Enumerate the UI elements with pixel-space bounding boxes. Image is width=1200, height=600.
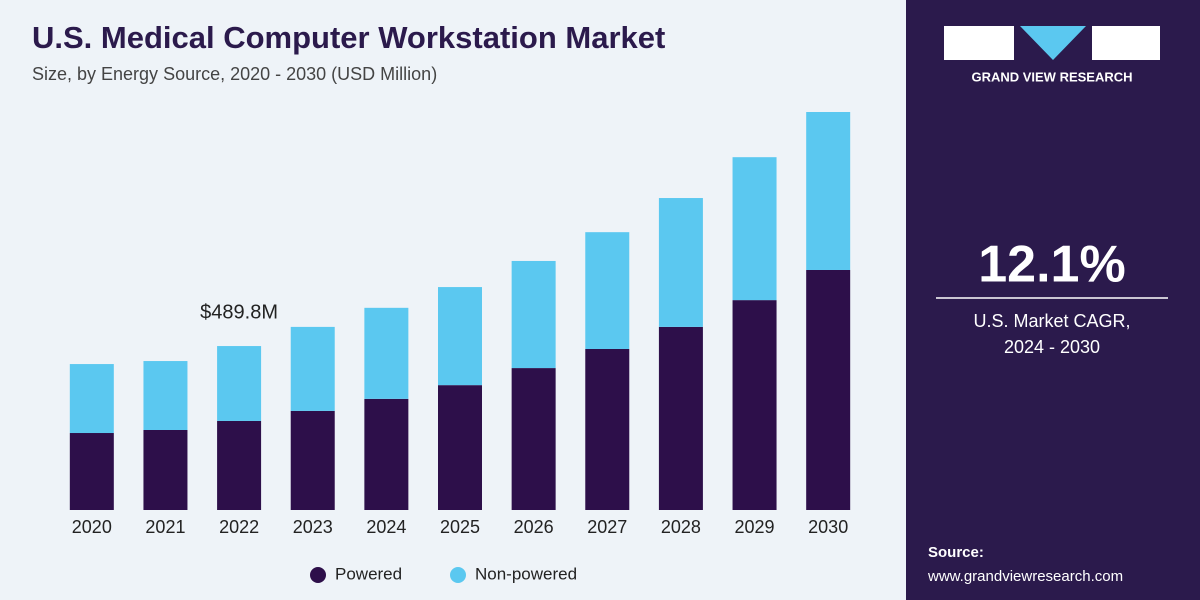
bar-segment xyxy=(585,232,630,349)
chart-subtitle: Size, by Energy Source, 2020 - 2030 (USD… xyxy=(32,64,437,84)
bar-segment xyxy=(732,300,777,510)
legend-label: Non-powered xyxy=(475,564,577,583)
bar-segment xyxy=(658,326,703,510)
cagr-label: U.S. Market CAGR, xyxy=(973,311,1130,331)
bar-segment xyxy=(143,429,188,510)
bar-segment xyxy=(217,420,262,510)
bar-segment xyxy=(511,368,556,510)
source-label: Source: xyxy=(928,544,984,561)
x-tick-label: 2029 xyxy=(735,517,775,537)
bar-segment xyxy=(438,385,482,510)
x-tick-label: 2022 xyxy=(219,517,259,537)
x-tick-label: 2026 xyxy=(514,517,554,537)
legend-marker xyxy=(310,567,326,583)
bar-segment xyxy=(290,326,335,411)
bar-segment xyxy=(217,346,262,421)
brand-name: GRAND VIEW RESEARCH xyxy=(971,69,1132,84)
bar-segment xyxy=(806,112,851,270)
bar-segment xyxy=(364,398,409,510)
x-tick-label: 2028 xyxy=(661,517,701,537)
logo-block xyxy=(944,26,1014,60)
x-tick-label: 2021 xyxy=(145,517,185,537)
cagr-value: 12.1% xyxy=(978,236,1125,294)
bar-segment xyxy=(364,307,409,399)
logo: GRAND VIEW RESEARCH xyxy=(944,26,1160,84)
logo-block xyxy=(1092,26,1160,60)
bar-segment xyxy=(69,433,114,510)
bar-segment xyxy=(438,287,482,386)
bar-segment xyxy=(585,348,630,510)
legend-marker xyxy=(450,567,466,583)
x-tick-label: 2027 xyxy=(587,517,627,537)
bar-segment xyxy=(732,157,777,301)
source-url: www.grandviewresearch.com xyxy=(927,568,1123,585)
x-tick-label: 2023 xyxy=(293,517,333,537)
x-tick-label: 2025 xyxy=(440,517,480,537)
bar-segment xyxy=(658,198,703,327)
bar-segment xyxy=(143,361,188,430)
bar-segment xyxy=(511,260,556,369)
logo-triangle xyxy=(1020,26,1086,60)
chart-title: U.S. Medical Computer Workstation Market xyxy=(32,20,665,55)
bar-segment xyxy=(69,364,114,434)
x-tick-label: 2024 xyxy=(366,517,406,537)
bar-segment xyxy=(290,410,335,510)
sidebar-background xyxy=(906,0,1200,600)
bar-segment xyxy=(806,269,851,510)
legend-label: Powered xyxy=(335,564,402,583)
annotation: $489.8M xyxy=(200,301,278,323)
x-tick-label: 2030 xyxy=(808,517,848,537)
cagr-period: 2024 - 2030 xyxy=(1004,337,1100,357)
x-tick-label: 2020 xyxy=(72,517,112,537)
